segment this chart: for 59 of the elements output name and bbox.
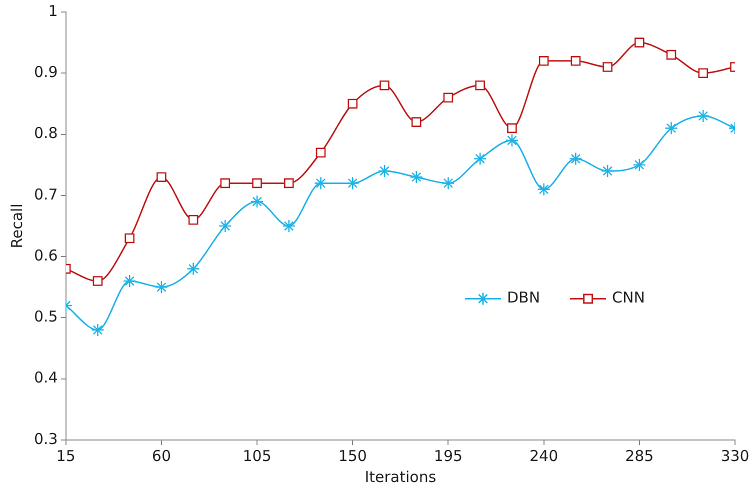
point [507,123,517,134]
point [664,122,678,135]
point [698,68,708,78]
point [696,109,710,123]
point [473,152,487,166]
x-tick-label: 60 [152,446,171,465]
legend-label: CNN [612,288,645,307]
point [600,164,614,178]
y-tick-label: 0.7 [34,185,58,204]
point [380,80,390,90]
point [188,214,198,225]
point [252,178,262,188]
point [316,148,326,158]
point [475,80,485,90]
point [284,178,294,188]
y-tick-label: 0.8 [34,124,58,142]
point [505,134,519,148]
x-tick-label: 195 [434,446,463,465]
legend-label: DBN [507,288,540,307]
x-tick-label: 285 [625,446,654,465]
point [348,98,358,109]
point [569,152,582,166]
point [122,274,136,288]
point [538,56,549,66]
y-tick-label: 0.9 [34,63,58,82]
point [250,194,264,208]
y-tick-label: 0.3 [34,430,58,448]
point [186,262,200,276]
x-tick-label: 15 [56,446,76,465]
point [443,92,454,102]
x-axis-title: Iterations [364,468,436,486]
point [634,38,644,48]
x-tick-label: 150 [338,446,367,465]
y-axis-title: Recall [8,204,26,248]
point [411,117,422,127]
point [570,56,581,66]
point [220,178,230,188]
x-tick-label: 330 [720,446,750,465]
point [92,276,103,286]
x-tick-label: 240 [529,446,558,465]
point [537,182,550,196]
point [314,176,328,190]
point [632,158,646,172]
point [602,62,612,72]
point [282,219,296,233]
x-tick-label: 105 [242,446,272,465]
point [154,280,168,294]
point [442,176,455,190]
point [124,233,134,244]
point [218,219,232,233]
y-tick-label: 1 [48,2,58,20]
y-tick-label: 0.6 [34,246,58,264]
point [378,164,392,178]
point [666,50,676,60]
y-tick-label: 0.4 [34,368,58,387]
point [156,172,166,182]
point [91,323,104,337]
point [410,170,424,184]
y-tick-label: 0.5 [34,308,58,326]
